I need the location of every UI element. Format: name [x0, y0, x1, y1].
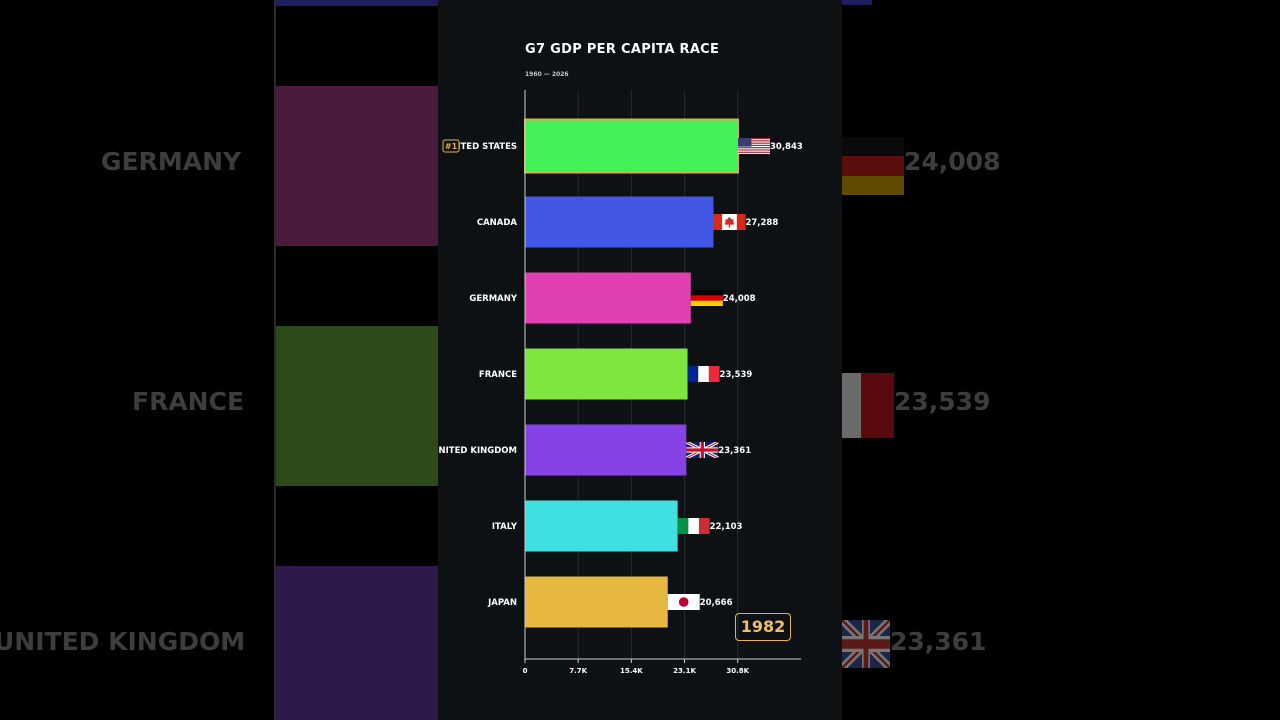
bar-japan: [525, 576, 668, 628]
category-label: GERMANY: [469, 294, 517, 304]
value-label: 20,666: [700, 598, 733, 608]
bar-united-kingdom: [525, 424, 687, 476]
france-flag-icon: [687, 366, 720, 382]
bg-uk-flag-icon: [842, 620, 890, 668]
bg-bar-uk: [276, 566, 438, 720]
bar-canada: [525, 196, 714, 248]
bg-label-france: FRANCE: [132, 387, 245, 416]
x-tick-label: 23.1K: [673, 667, 696, 675]
chart-title: G7 GDP PER CAPITA RACE: [525, 42, 720, 57]
uk-flag-icon: [686, 442, 719, 458]
bg-bar-france: [276, 326, 438, 486]
japan-flag-icon: [667, 594, 700, 610]
value-label: 23,361: [718, 446, 751, 456]
value-label: 22,103: [710, 522, 743, 532]
category-label: UNITED STATES: [443, 142, 517, 152]
bg-label-uk: UNITED KINGDOM: [0, 627, 246, 656]
us-flag-icon: [738, 138, 770, 154]
canada-flag-icon: [713, 214, 746, 230]
bg-value-france: 23,539: [894, 387, 991, 416]
bar-france: [525, 348, 688, 400]
value-label: 27,288: [745, 218, 778, 228]
value-label: 30,843: [770, 142, 803, 152]
value-label: 24,008: [723, 294, 756, 304]
x-tick-label: 7.7K: [569, 667, 587, 675]
bg-label-germany: GERMANY: [101, 147, 242, 176]
bg-bar-top-right: [842, 0, 872, 5]
rank-badge: [442, 139, 460, 153]
year-indicator: 1982: [735, 613, 791, 641]
bar-germany: [525, 272, 691, 324]
bg-value-germany: 24,008: [904, 147, 1001, 176]
category-label: CANADA: [477, 218, 518, 228]
bg-france-flag-icon: [842, 373, 894, 438]
bar-italy: [525, 500, 678, 552]
x-tick-label: 30.8K: [726, 667, 749, 675]
bg-germany-flag-icon: [842, 137, 904, 195]
category-label: JAPAN: [487, 598, 517, 608]
bg-axis-edge: [274, 0, 276, 720]
rank-badge-label: #1: [445, 142, 458, 151]
value-label: 23,539: [720, 370, 753, 380]
chart-panel: G7 GDP PER CAPITA RACE 1960 — 2026 UNITE…: [438, 0, 842, 720]
bar-united-states: [525, 120, 738, 172]
x-tick-label: 0: [523, 667, 528, 675]
germany-flag-icon: [690, 290, 723, 306]
italy-flag-icon: [677, 518, 710, 534]
bg-bar-germany: [276, 86, 438, 246]
category-label: ITALY: [492, 522, 518, 532]
x-tick-label: 15.4K: [620, 667, 643, 675]
bg-bar-top: [276, 0, 438, 6]
category-label: FRANCE: [479, 370, 517, 380]
chart-subtitle: 1960 — 2026: [525, 71, 569, 78]
category-label: UNITED KINGDOM: [438, 446, 517, 456]
bg-value-uk: 23,361: [890, 627, 987, 656]
bar-chart: UNITED STATES 30,843 CANADA 27,288 GERMANY 24…: [438, 90, 803, 675]
